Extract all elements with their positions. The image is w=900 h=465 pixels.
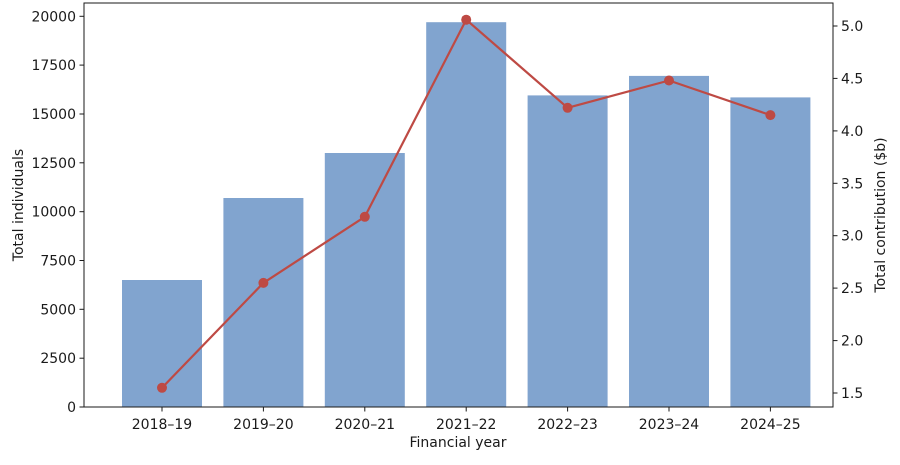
right-axis-title: Total contribution ($b) bbox=[873, 137, 889, 293]
x-axis-tick-label: 2018–19 bbox=[132, 417, 192, 433]
x-axis-tick-label: 2019–20 bbox=[233, 417, 293, 433]
right-axis-tick-label: 3.5 bbox=[841, 176, 863, 192]
left-axis-title: Total individuals bbox=[11, 148, 27, 262]
bar-2023–24 bbox=[629, 75, 709, 408]
bar-2024–25 bbox=[730, 97, 811, 408]
data-point-2019–20 bbox=[258, 277, 269, 288]
left-axis-tick-label: 0 bbox=[67, 400, 76, 416]
bar-2020–21 bbox=[324, 153, 405, 407]
left-axis-tick-label: 2500 bbox=[40, 351, 76, 367]
x-axis-tick-label: 2024–25 bbox=[740, 417, 800, 433]
right-axis-tick-label: 3.0 bbox=[841, 229, 863, 245]
x-axis-tick-label: 2021–22 bbox=[436, 417, 496, 433]
data-point-2022–23 bbox=[562, 102, 573, 113]
data-point-2021–22 bbox=[461, 14, 472, 25]
left-axis-tick-label: 5000 bbox=[40, 302, 76, 318]
bar-2019–20 bbox=[223, 198, 304, 407]
left-axis-tick-label: 7500 bbox=[40, 254, 76, 270]
x-axis-title: Financial year bbox=[409, 435, 507, 451]
right-axis-tick-label: 4.0 bbox=[841, 124, 863, 140]
data-point-2018–19 bbox=[157, 382, 167, 393]
left-axis-tick-label: 20000 bbox=[31, 9, 76, 25]
right-axis-tick-label: 1.5 bbox=[841, 386, 863, 402]
data-point-2020–21 bbox=[359, 211, 370, 222]
left-axis-tick-label: 12500 bbox=[31, 156, 76, 172]
left-axis-tick-label: 15000 bbox=[31, 107, 76, 123]
bar-2022–23 bbox=[527, 95, 608, 408]
bar-2021–22 bbox=[426, 22, 507, 407]
data-point-2023–24 bbox=[664, 75, 674, 86]
x-axis-tick-label: 2022–23 bbox=[537, 417, 597, 433]
data-point-2024–25 bbox=[765, 110, 776, 121]
x-axis-tick-label: 2020–21 bbox=[335, 417, 395, 433]
left-axis-tick-label: 17500 bbox=[31, 58, 76, 74]
right-axis-tick-label: 4.5 bbox=[841, 71, 863, 87]
right-axis-tick-label: 2.0 bbox=[841, 334, 863, 350]
right-axis-tick-label: 2.5 bbox=[841, 281, 863, 297]
x-axis-tick-label: 2023–24 bbox=[639, 417, 700, 433]
left-axis-tick-label: 10000 bbox=[31, 205, 76, 221]
right-axis-tick-label: 5.0 bbox=[841, 19, 863, 35]
plot-border bbox=[83, 2, 834, 408]
